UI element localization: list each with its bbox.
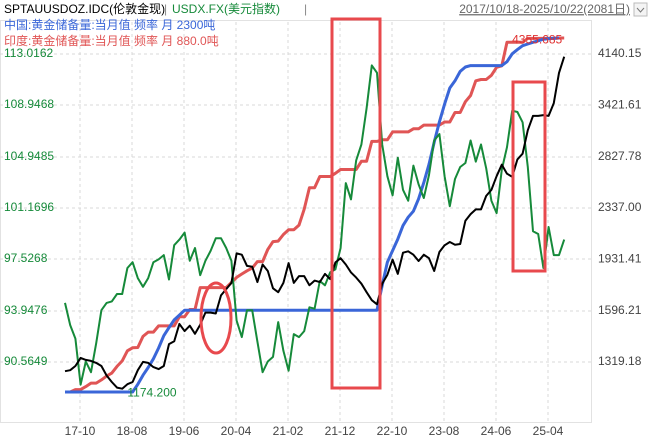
highlight-ellipse <box>199 281 233 355</box>
x-tick-label: 25-04 <box>533 424 564 438</box>
dropdown-icon <box>636 7 645 13</box>
x-tick-label: 17-10 <box>65 424 96 438</box>
y-tick-label: 104.9485 <box>4 149 54 163</box>
chart-title: SPTAUUSDOZ.IDC(伦敦金现) <box>4 1 165 16</box>
x-tick-label: 20-04 <box>221 424 252 438</box>
series-line <box>65 36 565 394</box>
y2-tick-label: 1319.18 <box>598 354 642 368</box>
x-tick-label: 21-02 <box>273 424 304 438</box>
plot-frame <box>0 20 592 423</box>
y-tick-label: 101.1696 <box>4 200 54 214</box>
y2-tick-label: 1931.41 <box>598 252 642 266</box>
series-line <box>65 36 560 394</box>
series-line <box>64 64 566 386</box>
separator: | <box>164 2 167 16</box>
highlight-box <box>330 17 382 390</box>
y-tick-label: 97.5268 <box>4 251 48 265</box>
y-tick-label: 113.0162 <box>4 46 53 60</box>
x-tick-label: 21-12 <box>325 424 356 438</box>
y2-tick-label: 3421.61 <box>598 98 642 112</box>
legend-entry[interactable]: USDX.FX(美元指数) <box>172 1 280 16</box>
date-range[interactable]: 2017/10/18-2025/10/22(2081日) <box>459 2 630 16</box>
y2-tick-label: 4140.15 <box>598 46 642 60</box>
dropdown-button[interactable] <box>633 2 648 17</box>
min-annotation: 1174.200 <box>127 386 176 400</box>
annotation-shapes <box>199 17 547 390</box>
y-tick-label: 93.9476 <box>4 303 48 317</box>
max-annotation: 4355.685 <box>512 33 562 47</box>
highlight-box <box>511 80 547 273</box>
y-tick-label: 108.9468 <box>4 97 54 111</box>
y2-tick-label: 1596.21 <box>598 303 642 317</box>
x-tick-label: 23-08 <box>429 424 460 438</box>
legend-entry[interactable]: 中国:黄金储备量:当月值 频率 月 2300吨 <box>4 17 215 32</box>
series-line <box>64 56 566 390</box>
x-tick-label: 22-10 <box>377 424 408 438</box>
x-tick-label: 18-08 <box>117 424 148 438</box>
x-tick-label: 24-06 <box>481 424 512 438</box>
legend-entry[interactable]: 印度:黄金储备量:当月值 频率 月 880.0吨 <box>4 33 219 48</box>
y2-tick-label: 2827.78 <box>598 149 642 163</box>
x-tick-label: 19-06 <box>169 424 200 438</box>
y-tick-label: 90.5649 <box>4 354 48 368</box>
y2-tick-label: 2337.00 <box>598 200 642 214</box>
separator: | <box>304 2 307 16</box>
